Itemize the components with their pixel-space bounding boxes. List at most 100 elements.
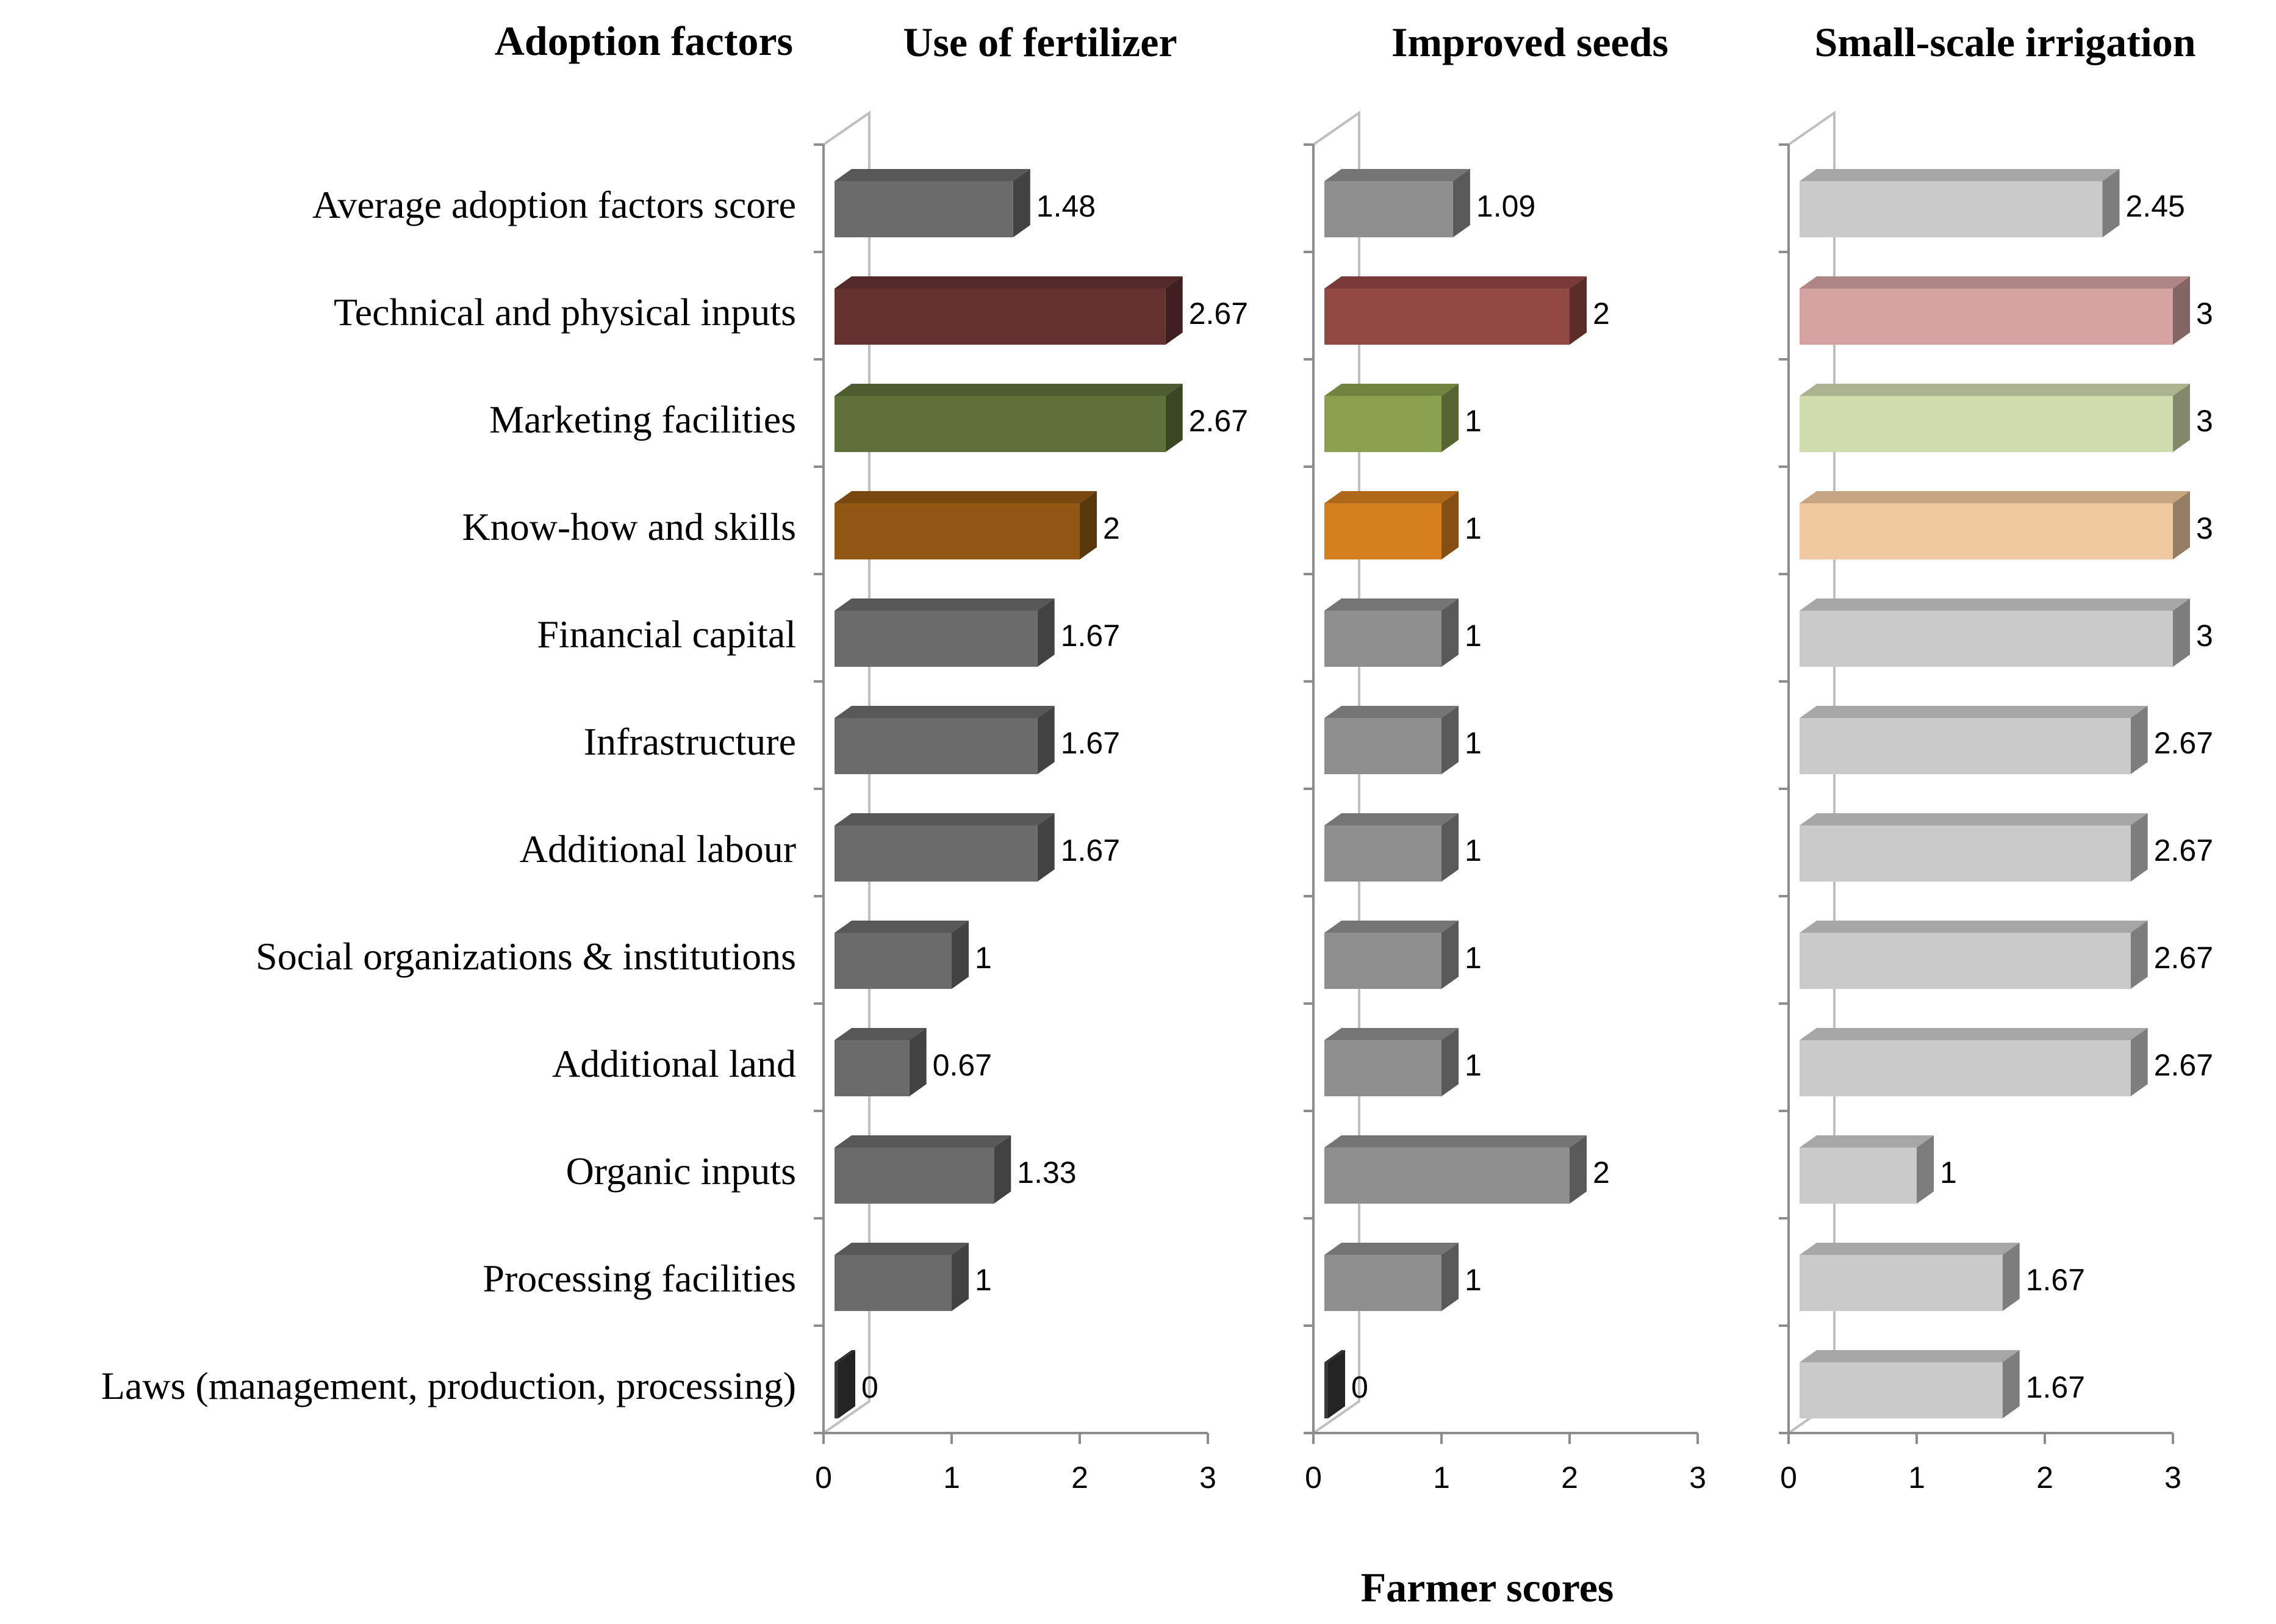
data-label: 1.67 [2026,1370,2085,1404]
data-label: 1 [1465,404,1482,438]
data-label: 1 [1465,511,1482,545]
data-label: 3 [2196,619,2213,653]
data-label: 2 [1103,511,1120,545]
category-label: Average adoption factors score [312,183,796,226]
bar: 1.09 [1324,169,1535,237]
bar-top [1800,598,2190,611]
category-label: Additional land [552,1042,796,1085]
bar-side [952,1243,969,1311]
bar-side [2002,1350,2020,1418]
bar-side [1570,276,1587,345]
bar-top [1800,706,2148,718]
bar: 1 [1324,384,1482,452]
panel-title: Small-scale irrigation [1814,19,2195,65]
category-label: Social organizations & institutions [256,935,796,978]
bar-top [835,1243,969,1255]
bar-top [1324,1350,1345,1362]
panels: Use of fertilizer 0 1 2 3 1.48 2.67 2.67 2 1.67 1.… [814,19,2213,1495]
panel-title: Use of fertilizer [903,19,1177,65]
bar-side [838,1350,855,1418]
bar-side [2130,921,2148,989]
bar: 1 [1324,1028,1482,1096]
data-label: 2.67 [2154,726,2213,760]
bar: 1.67 [1800,1350,2085,1418]
data-label: 1 [1465,726,1482,760]
bar-top [835,598,1055,611]
bar: 1 [1324,921,1482,989]
bar-side [1441,491,1459,559]
bar-front [1800,611,2173,667]
bar-front [835,396,1166,452]
x-tick-label: 1 [1908,1461,1925,1495]
bar-top [1324,598,1459,611]
bar: 1.67 [835,813,1120,882]
bar-side [2102,169,2120,237]
category-label: Know-how and skills [462,505,796,548]
bar-front [1800,503,2173,559]
bar-front [1800,396,2173,452]
bar-side [1441,706,1459,774]
data-label: 0 [1351,1370,1368,1404]
category-label: Processing facilities [483,1257,796,1300]
bar-front [1324,1148,1570,1204]
bar-top [1324,1135,1587,1148]
bar: 1 [1324,491,1482,559]
bar-side [1452,169,1470,237]
panel-2: Improved seeds 0 1 2 3 1.09 2 1 1 1 1 1 1 1 2 1 0 [1304,19,1706,1495]
category-label: Organic inputs [566,1149,796,1193]
category-label: Marketing facilities [489,398,796,441]
bar: 0 [1324,1350,1368,1418]
bar-front [1324,1255,1441,1311]
bar-top [835,276,1183,289]
bar-side [1441,813,1459,882]
bar-side [1570,1135,1587,1204]
bar-top [1324,1243,1459,1255]
data-label: 1 [1465,833,1482,868]
data-label: 1 [975,941,992,975]
data-label: 1 [1940,1155,1957,1190]
bar-top [835,921,969,933]
bar-front [1324,503,1441,559]
bar-side [1441,1028,1459,1096]
x-tick-label: 0 [1305,1461,1322,1495]
bar: 0.67 [835,1028,992,1096]
bar-side [1037,706,1055,774]
bar: 2 [835,491,1120,559]
data-label: 1 [1465,1263,1482,1297]
data-label: 2.67 [2154,1048,2213,1082]
bar-top [1324,706,1459,718]
bar: 1 [1324,813,1482,882]
bar-side [909,1028,927,1096]
bar: 1.67 [835,598,1120,667]
data-label: 1 [1465,619,1482,653]
category-label: Financial capital [537,613,796,656]
bar-side [1080,491,1097,559]
category-label: Additional labour [520,827,796,871]
bar: 2.67 [1800,921,2213,989]
data-label: 1.48 [1036,189,1096,223]
data-label: 2.67 [2154,941,2213,975]
bar-top [835,1135,1011,1148]
bar-front [1800,289,2173,345]
bar-side [1441,921,1459,989]
bar-front [1324,1362,1328,1418]
bar-front [1800,181,2103,237]
bar-front [835,718,1038,774]
bar: 1.67 [835,706,1120,774]
bar: 2.67 [835,384,1248,452]
data-label: 1 [975,1263,992,1297]
bar-side [1441,1243,1459,1311]
bar-side [1013,169,1030,237]
bar-top [835,706,1055,718]
bar-side [994,1135,1011,1204]
x-tick-label: 0 [1780,1461,1797,1495]
bar-front [1800,718,2131,774]
bar-front [1800,1255,2003,1311]
panel-3: Small-scale irrigation 0 1 2 3 2.45 3 3 3 3 2.67 2.… [1779,19,2213,1495]
bar-front [835,181,1013,237]
bar-side [2130,706,2148,774]
bar-side [2130,1028,2148,1096]
bar-side [1165,384,1183,452]
x-tick-label: 0 [815,1461,832,1495]
